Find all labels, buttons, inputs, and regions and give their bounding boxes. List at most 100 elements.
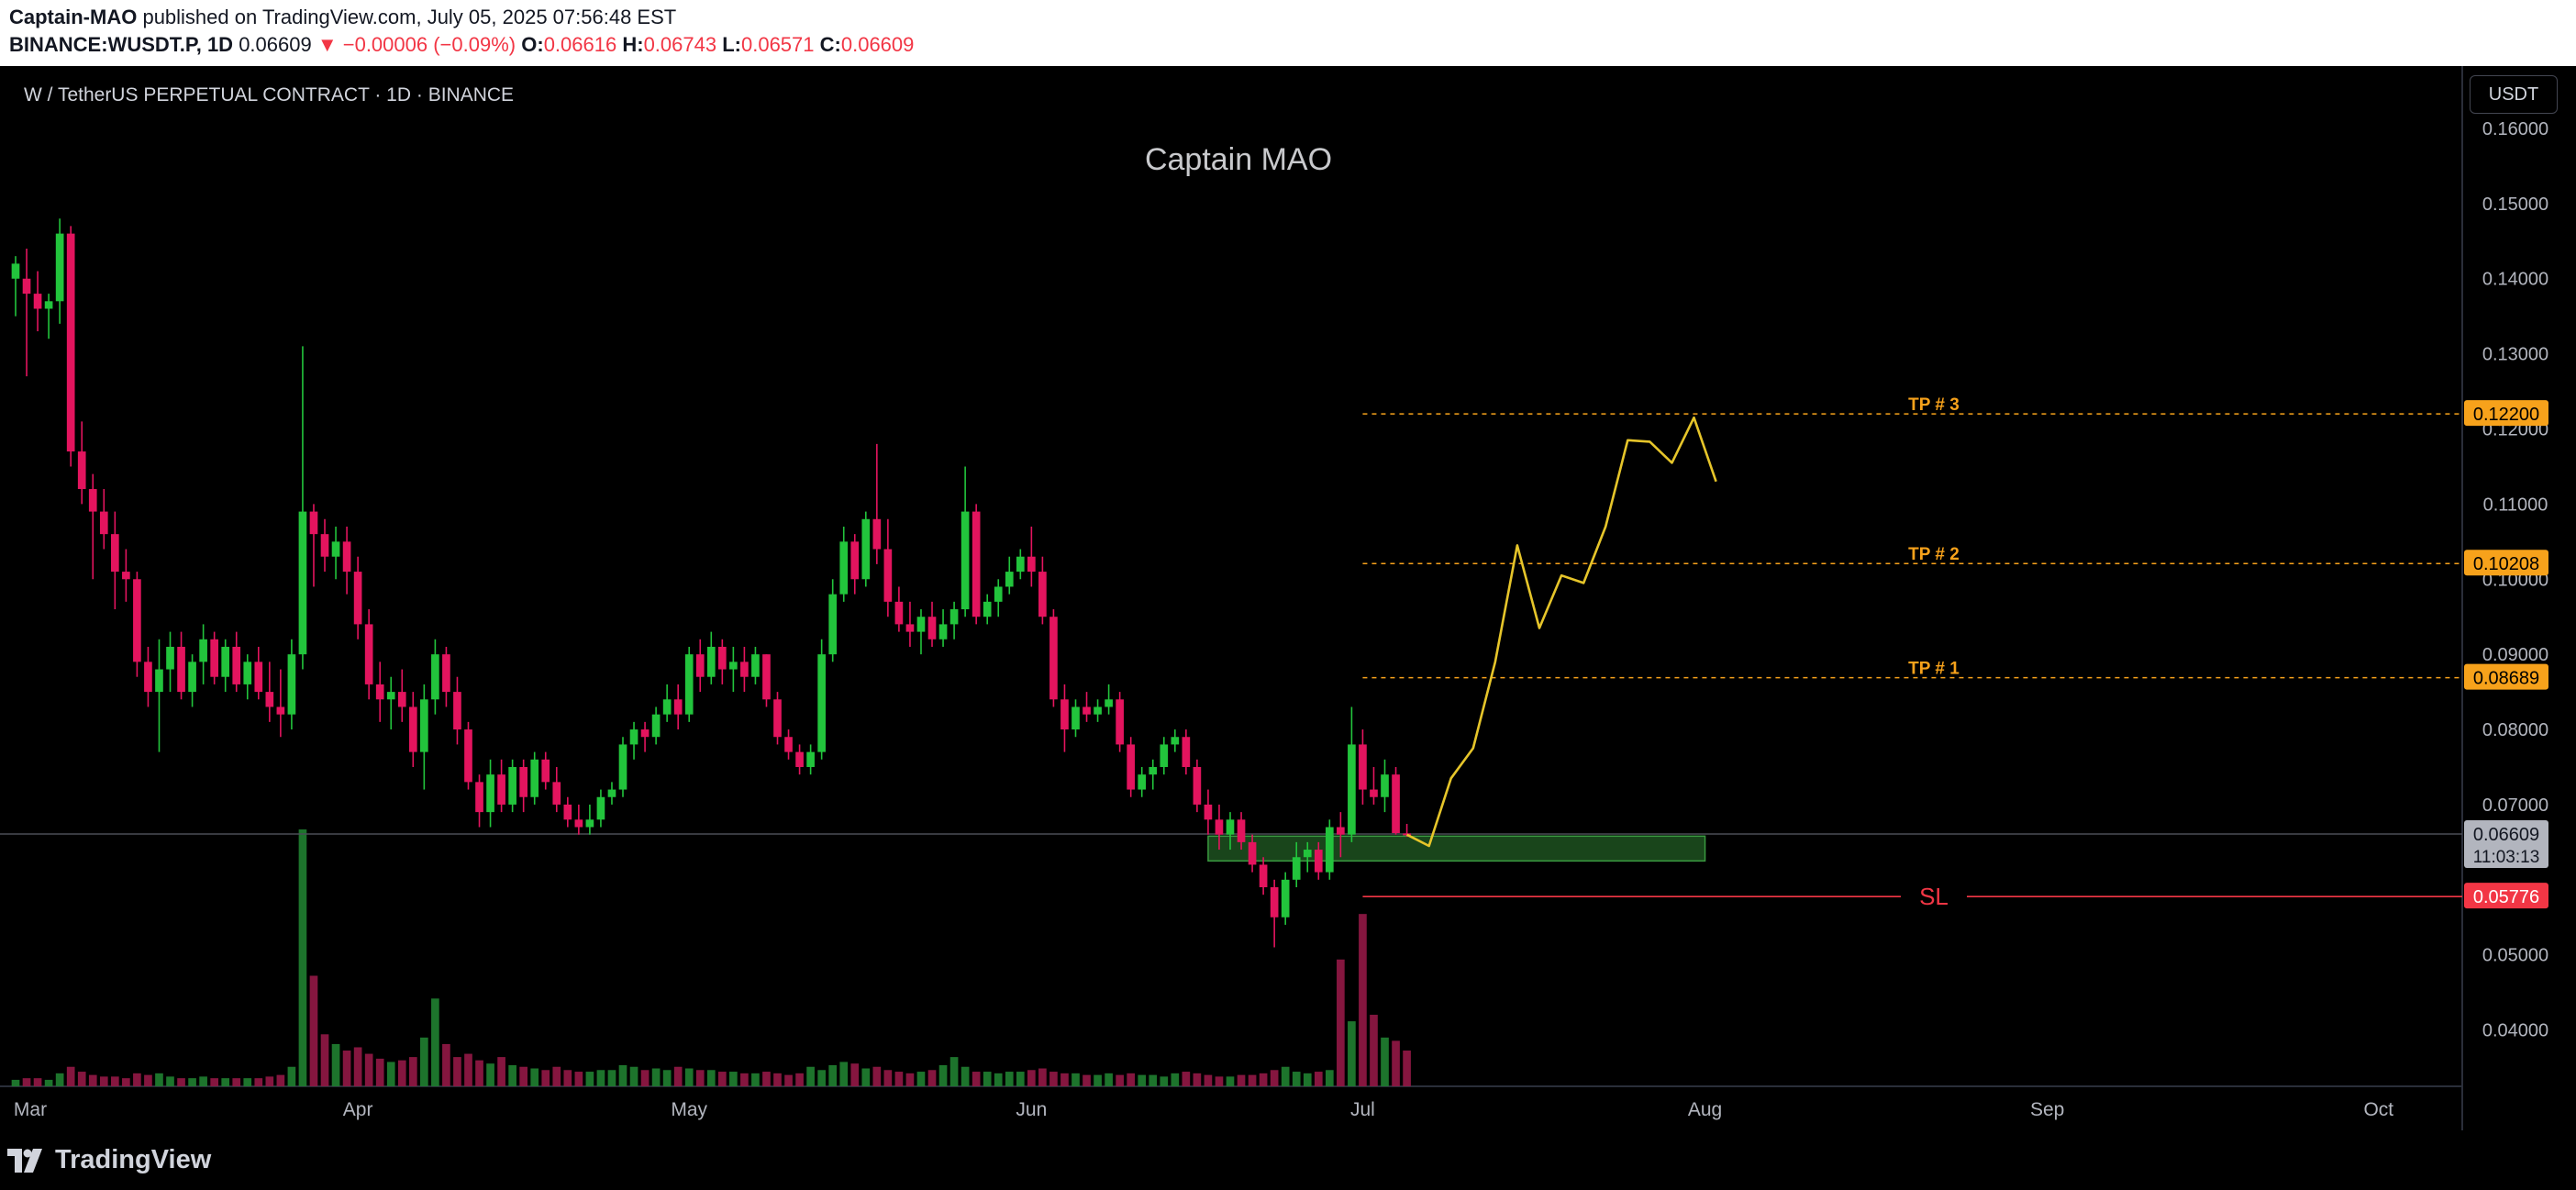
volume-bar <box>1392 1040 1400 1086</box>
candle-body <box>155 669 163 693</box>
candle-body <box>442 654 450 693</box>
currency-button[interactable]: USDT <box>2470 75 2558 114</box>
volume-bar <box>320 1034 329 1086</box>
candle-body <box>420 699 428 752</box>
volume-bar <box>442 1043 450 1086</box>
candle-body <box>960 511 970 610</box>
candle-body <box>828 594 838 655</box>
candle-body <box>839 541 849 595</box>
candle-body <box>1325 827 1334 873</box>
volume-bar <box>795 1073 804 1086</box>
candle-body <box>706 646 716 677</box>
candle-body <box>22 278 31 295</box>
ohlc-line: BINANCE:WUSDT.P, 1D 0.06609 ▼ −0.00006 (… <box>9 33 914 57</box>
candle-body <box>166 646 174 670</box>
volume-bar <box>927 1070 937 1086</box>
volume-bar <box>508 1064 516 1086</box>
candle-body <box>817 654 826 752</box>
candle-body <box>287 654 296 715</box>
author-name[interactable]: Captain-MAO <box>9 6 138 28</box>
candle-body <box>740 662 749 677</box>
time-tick-label: Oct <box>2363 1099 2393 1120</box>
candle-body <box>1314 850 1323 873</box>
price-tick-label: 0.16000 <box>2482 119 2548 139</box>
candle-body <box>1094 706 1102 715</box>
volume-bar <box>905 1073 915 1086</box>
volume-bar <box>629 1066 638 1086</box>
candle-body <box>453 692 461 730</box>
volume-bar <box>210 1078 218 1086</box>
volume-bar <box>408 1057 417 1086</box>
candle-body <box>1027 556 1036 573</box>
volume-bar <box>839 1062 849 1086</box>
time-tick-label: May <box>671 1099 707 1120</box>
volume-bar <box>1292 1072 1301 1086</box>
volume-bar <box>541 1070 550 1086</box>
candle-body <box>11 263 20 279</box>
volume-bar <box>1016 1072 1025 1086</box>
candle-body <box>110 534 119 573</box>
candle-body <box>530 759 539 797</box>
candle-body <box>408 706 417 752</box>
volume-bar <box>872 1066 882 1086</box>
candle-body <box>497 774 505 805</box>
tradingview-logo[interactable]: TradingView <box>7 1145 211 1175</box>
candle-body <box>1138 774 1147 790</box>
volume-bar <box>1403 1051 1411 1086</box>
volume-bar <box>1182 1072 1191 1086</box>
candle-body <box>751 654 760 677</box>
volume-bar <box>729 1072 738 1086</box>
candle-body <box>629 729 638 745</box>
time-axis[interactable]: Mar Apr May Jun Jul Aug Sep Oct <box>14 1099 2393 1120</box>
volume-bar <box>806 1066 815 1086</box>
volume-bar <box>894 1072 904 1086</box>
price-change: ▼ −0.00006 (−0.09%) <box>316 33 516 56</box>
volume-bar <box>375 1058 384 1086</box>
volume-bar <box>618 1064 627 1086</box>
candle-body <box>1403 833 1411 836</box>
volume-bar <box>342 1051 351 1086</box>
candle-body <box>1149 766 1158 775</box>
volume-bar <box>99 1076 108 1086</box>
candle-body <box>331 541 340 557</box>
volume-bar <box>938 1064 948 1086</box>
volume-bar <box>33 1078 42 1086</box>
price-axis[interactable]: 0.160000.150000.140000.130000.120000.110… <box>2482 119 2548 1041</box>
candle-body <box>1182 737 1191 767</box>
projection-layer <box>1406 416 1717 848</box>
volume-bar <box>1049 1072 1058 1086</box>
candle-body <box>1237 819 1246 842</box>
symbol-title[interactable]: W / TetherUS PERPETUAL CONTRACT · 1D · B… <box>24 84 515 106</box>
last-price: 0.06609 <box>239 33 312 56</box>
volume-bar <box>1094 1074 1102 1086</box>
price-chart[interactable]: Captain MAO TP # 3 TP # 2 TP # 1 SL 0.16000… <box>0 0 2576 1130</box>
candle-body <box>905 624 915 632</box>
candle-body <box>640 729 650 738</box>
candle-body <box>1083 706 1091 715</box>
candle-body <box>431 654 439 700</box>
chart-area[interactable] <box>0 66 2576 1130</box>
candle-body <box>850 541 860 580</box>
candle-body <box>55 233 64 302</box>
volume-bar <box>331 1043 340 1086</box>
candle-body <box>1259 864 1268 888</box>
candle-body <box>1281 879 1290 918</box>
volume-bar <box>695 1070 705 1086</box>
volume-bar <box>530 1068 539 1086</box>
volume-bar <box>66 1066 75 1086</box>
price-tick-label: 0.05000 <box>2482 946 2548 966</box>
candle-body <box>717 646 727 670</box>
volume-bar <box>298 829 307 1086</box>
volume-bar <box>497 1057 505 1086</box>
volume-bar <box>972 1072 981 1086</box>
candle-body <box>33 294 42 309</box>
volume-bar <box>287 1066 296 1086</box>
candle-body <box>364 624 373 684</box>
sl-label: SL <box>1919 883 1949 910</box>
volume-bar <box>177 1078 185 1086</box>
volume-bar <box>133 1073 141 1086</box>
volume-bar <box>1325 1070 1334 1086</box>
candle-body <box>221 646 230 677</box>
candle-body <box>574 819 583 828</box>
volume-bar <box>221 1078 230 1086</box>
